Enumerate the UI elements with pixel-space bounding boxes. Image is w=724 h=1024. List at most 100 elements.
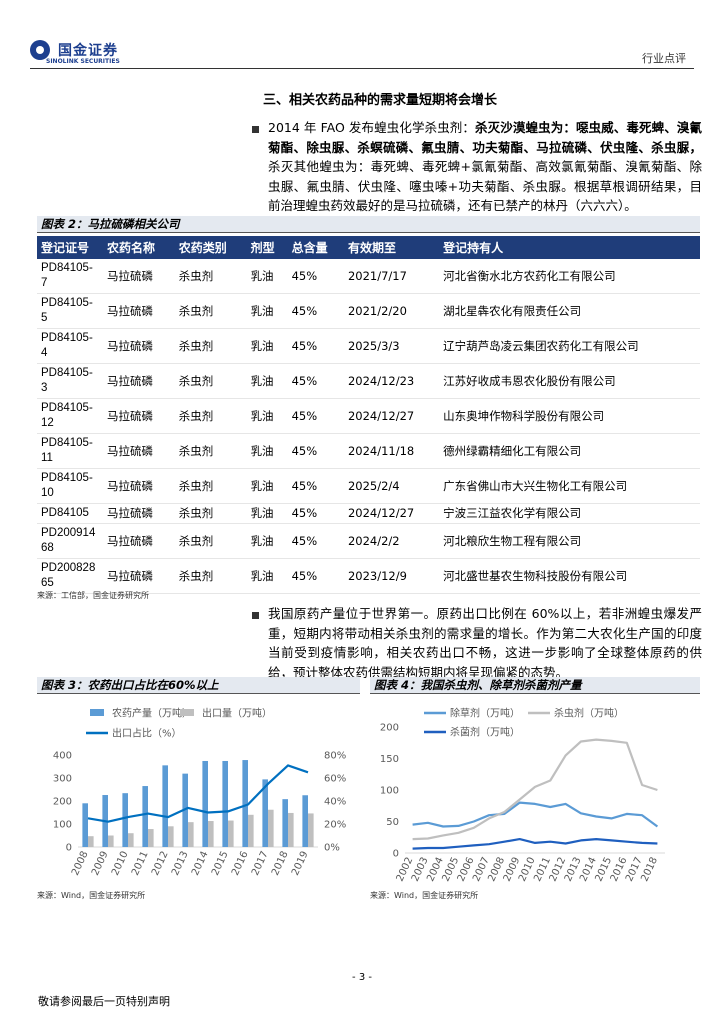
table-cell: PD84105-11 — [37, 433, 103, 469]
source: 来源：工信部，国金证券研究所 — [37, 591, 149, 600]
figure-title: 图表 3：农药出口占比在60%以上 — [37, 677, 360, 694]
table-cell: 2024/12/27 — [343, 503, 440, 524]
y2-tick-label: 20% — [324, 820, 346, 831]
table-cell: 杀虫剂 — [174, 398, 247, 434]
table-cell: 马拉硫磷 — [103, 433, 175, 469]
text-run: 杀灭其他蝗虫为：毒死蜱、毒死蜱+氯氰菊酯、高效氯氰菊酯、溴氰菊酯、除虫脲、氟虫腈… — [268, 159, 702, 213]
bar — [222, 760, 228, 847]
x-tick-label: 2011 — [130, 850, 151, 878]
table-cell: PD84105-10 — [37, 468, 103, 504]
table-cell: 2024/12/27 — [343, 398, 440, 434]
table-header: 登记证号 农药名称 农药类别 剂型 总含量 有效期至 登记持有人 — [37, 236, 700, 259]
y-tick-label: 400 — [53, 751, 72, 762]
legend-label: 农药产量（万吨） — [112, 707, 192, 720]
bar — [262, 779, 268, 847]
bar — [148, 829, 154, 847]
bar — [162, 765, 168, 847]
x-tick-label: 2013 — [170, 850, 191, 878]
bullet — [252, 126, 259, 133]
x-tick-label: 2012 — [150, 850, 171, 878]
paragraph: 2014 年 FAO 发布蝗虫化学杀虫剂：杀灭沙漠蝗虫为：噁虫威、毒死蜱、溴氰菊… — [268, 118, 702, 216]
table-cell: PD20082865 — [37, 558, 103, 594]
x-tick-label: 2010 — [110, 850, 131, 878]
table-cell: 乳油 — [246, 363, 288, 399]
brand-en: SINOLINK SECURITIES — [46, 58, 120, 65]
source: 来源：Wind，国金证券研究所 — [370, 891, 479, 900]
paragraph: 我国原药产量位于世界第一。原药出口比例在 60%以上，若非洲蝗虫爆发严重，短期内… — [268, 604, 702, 682]
table-cell: 乳油 — [246, 468, 288, 504]
table-cell: 乳油 — [246, 398, 288, 434]
header-rule — [30, 68, 694, 69]
table-cell: 杀虫剂 — [174, 523, 247, 559]
legend-label: 出口量（万吨） — [202, 707, 272, 720]
table-cell: 45% — [287, 259, 344, 294]
y-tick-label: 150 — [380, 754, 399, 765]
table-cell: 马拉硫磷 — [103, 293, 175, 329]
table-cell: 杀虫剂 — [174, 558, 247, 594]
column-header: 农药类别 — [174, 236, 247, 259]
table-row: PD20082865 马拉硫磷 杀虫剂 乳油 45% 2023/12/9 河北盛世基农生物科… — [37, 558, 700, 594]
legend-label: 出口占比（%） — [112, 727, 182, 740]
bar — [208, 821, 214, 847]
x-tick-label: 2016 — [230, 850, 251, 878]
y2-tick-label: 60% — [324, 774, 346, 785]
table-cell: 马拉硫磷 — [103, 363, 175, 399]
table-row: PD84105-4 马拉硫磷 杀虫剂 乳油 45% 2025/3/3 辽宁葫芦岛凌云集团农药… — [37, 328, 700, 364]
table-cell: 2023/12/9 — [343, 558, 440, 594]
table-cell: 2025/2/4 — [343, 468, 440, 504]
column-header: 有效期至 — [343, 236, 440, 259]
table-cell: PD84105-3 — [37, 363, 103, 399]
table-cell: 2024/12/23 — [343, 363, 440, 399]
table-cell: 山东奥坤作物科学股份有限公司 — [439, 398, 700, 434]
table-cell: 辽宁葫芦岛凌云集团农药化工有限公司 — [439, 328, 700, 364]
y2-tick-label: 40% — [324, 797, 346, 808]
y-tick-label: 50 — [386, 817, 399, 828]
table-cell: 2025/3/3 — [343, 328, 440, 364]
page-number: - 3 - — [352, 972, 372, 983]
table-cell: 45% — [287, 433, 344, 469]
table-cell: 杀虫剂 — [174, 293, 247, 329]
bar — [302, 795, 308, 847]
x-tick-label: 2017 — [250, 850, 271, 878]
table-cell: 马拉硫磷 — [103, 398, 175, 434]
text-run: 杀灭沙漠蝗虫为：噁虫威、毒死蜱、溴氰菊酯、除虫脲、杀螟硫磷、氟虫腈、功夫菊酯、马… — [268, 120, 702, 155]
table-cell: 马拉硫磷 — [103, 259, 175, 294]
logo — [30, 40, 50, 60]
table-cell: 乳油 — [246, 328, 288, 364]
table-cell: 广东省佛山市大兴生物化工有限公司 — [439, 468, 700, 504]
table: 登记证号 农药名称 农药类别 剂型 总含量 有效期至 登记持有人 PD84105-7 马拉硫磷… — [37, 236, 700, 594]
table-row: PD84105-7 马拉硫磷 杀虫剂 乳油 45% 2021/7/17 河北省衡水北方农药化… — [37, 259, 700, 294]
figure-title: 图表 2：马拉硫磷相关公司 — [37, 216, 700, 233]
table-cell: 乳油 — [246, 503, 288, 524]
legend-swatch — [90, 709, 104, 716]
table-cell: PD84105-12 — [37, 398, 103, 434]
table-cell: 45% — [287, 328, 344, 364]
legend-label: 杀虫剂（万吨） — [554, 707, 624, 720]
bar — [282, 799, 288, 847]
table-cell: 乳油 — [246, 433, 288, 469]
table-cell: 河北省衡水北方农药化工有限公司 — [439, 259, 700, 294]
table-row: PD20091468 马拉硫磷 杀虫剂 乳油 45% 2024/2/2 河北粮欣生物工程有限… — [37, 523, 700, 559]
table-cell: 2024/11/18 — [343, 433, 440, 469]
table-cell: 马拉硫磷 — [103, 558, 175, 594]
table-row: PD84105-10 马拉硫磷 杀虫剂 乳油 45% 2025/2/4 广东省佛山市大兴生物… — [37, 468, 700, 504]
table-cell: 德州绿霸精细化工有限公司 — [439, 433, 700, 469]
table-cell: 45% — [287, 363, 344, 399]
bar — [288, 812, 294, 847]
table-cell: 乳油 — [246, 558, 288, 594]
bullet — [252, 612, 259, 619]
table-cell: 杀虫剂 — [174, 503, 247, 524]
bar — [228, 820, 234, 847]
bar — [88, 836, 94, 847]
table-cell: 2021/2/20 — [343, 293, 440, 329]
column-header: 剂型 — [246, 236, 288, 259]
bar — [268, 809, 274, 847]
table-cell: PD84105-7 — [37, 259, 103, 294]
line-series — [412, 838, 658, 850]
y2-tick-label: 0% — [324, 843, 340, 854]
y-tick-label: 0 — [66, 843, 72, 854]
table-cell: 45% — [287, 293, 344, 329]
column-header: 农药名称 — [103, 236, 175, 259]
bar — [142, 786, 148, 847]
